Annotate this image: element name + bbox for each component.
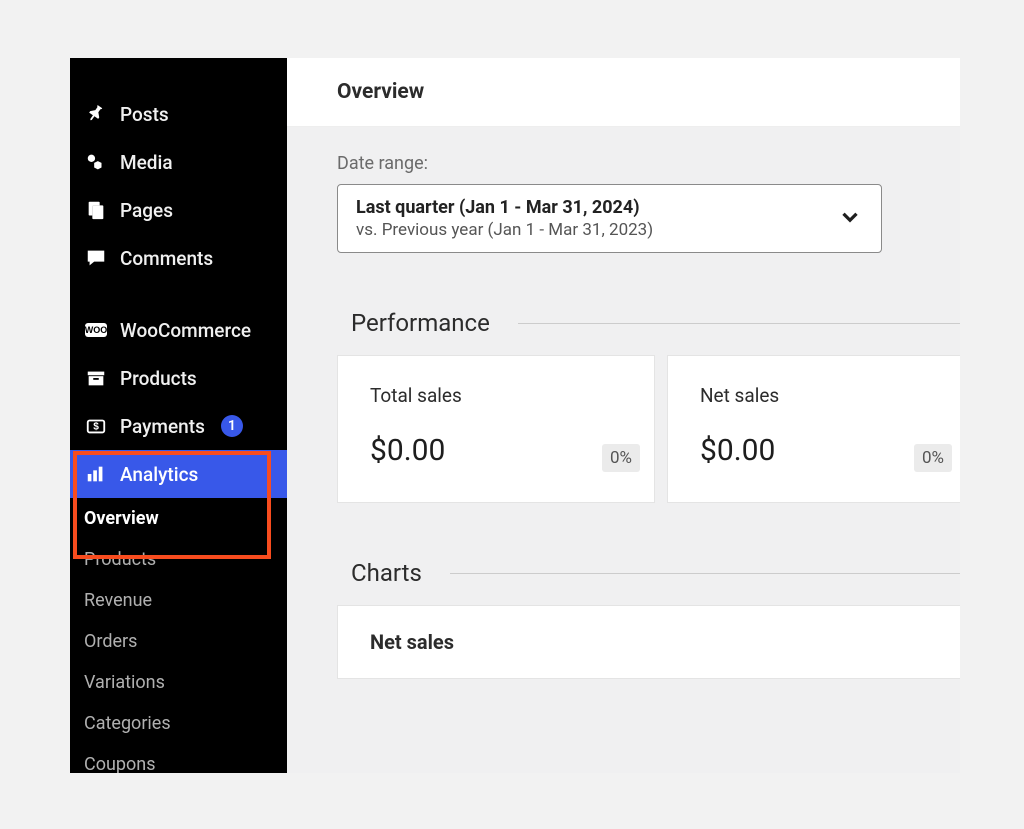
card-net-sales[interactable]: Net sales $0.00 0% <box>667 355 960 503</box>
submenu-item-orders[interactable]: Orders <box>70 621 287 662</box>
date-range-secondary: vs. Previous year (Jan 1 - Mar 31, 2023) <box>356 220 653 240</box>
date-range-select[interactable]: Last quarter (Jan 1 - Mar 31, 2024) vs. … <box>337 184 882 253</box>
chart-title: Net sales <box>370 630 934 654</box>
main-content: Overview Date range: Last quarter (Jan 1… <box>287 58 960 773</box>
submenu-item-coupons[interactable]: Coupons <box>70 744 287 773</box>
sidebar-label: Analytics <box>120 463 198 486</box>
media-icon <box>84 150 108 174</box>
sidebar-label: Media <box>120 151 173 174</box>
sidebar-label: Comments <box>120 247 213 270</box>
sidebar-label: Pages <box>120 199 173 222</box>
card-value: $0.00 <box>370 433 622 468</box>
page-title: Overview <box>337 80 424 104</box>
sidebar-item-comments[interactable]: Comments <box>70 234 287 282</box>
payments-badge: 1 <box>221 415 243 437</box>
card-total-sales[interactable]: Total sales $0.00 0% <box>337 355 655 503</box>
submenu-item-revenue[interactable]: Revenue <box>70 580 287 621</box>
sidebar-label: Posts <box>120 103 169 126</box>
sidebar-item-pages[interactable]: Pages <box>70 186 287 234</box>
sidebar-item-media[interactable]: Media <box>70 138 287 186</box>
performance-section-title: Performance <box>351 309 960 337</box>
card-delta: 0% <box>602 444 640 472</box>
sidebar-label: Products <box>120 367 197 390</box>
analytics-submenu: Overview Products Revenue Orders Variati… <box>70 498 287 773</box>
card-delta: 0% <box>914 444 952 472</box>
analytics-icon <box>84 462 108 486</box>
payments-icon: $ <box>84 414 108 438</box>
chart-card-net-sales[interactable]: Net sales <box>337 605 960 679</box>
pages-icon <box>84 198 108 222</box>
archive-icon <box>84 366 108 390</box>
sidebar-item-payments[interactable]: $ Payments 1 <box>70 402 287 450</box>
card-label: Net sales <box>700 384 934 407</box>
submenu-item-variations[interactable]: Variations <box>70 662 287 703</box>
date-range-label: Date range: <box>337 153 960 174</box>
comment-icon <box>84 246 108 270</box>
sidebar-item-products[interactable]: Products <box>70 354 287 402</box>
card-label: Total sales <box>370 384 622 407</box>
submenu-item-categories[interactable]: Categories <box>70 703 287 744</box>
divider <box>450 573 960 574</box>
page-title-bar: Overview <box>287 58 960 127</box>
woo-icon: WOO <box>84 318 108 342</box>
sidebar-item-woocommerce[interactable]: WOO WooCommerce <box>70 306 287 354</box>
pin-icon <box>84 102 108 126</box>
date-range-text: Last quarter (Jan 1 - Mar 31, 2024) vs. … <box>356 197 653 240</box>
charts-section-title: Charts <box>351 559 960 587</box>
sidebar-item-analytics[interactable]: Analytics <box>70 450 287 498</box>
submenu-item-products[interactable]: Products <box>70 539 287 580</box>
svg-text:WOO: WOO <box>85 325 108 335</box>
submenu-item-overview[interactable]: Overview <box>70 498 287 539</box>
card-value: $0.00 <box>700 433 934 468</box>
admin-sidebar: Posts Media Pages Comments WOO WooCommer… <box>70 58 287 773</box>
divider <box>518 323 960 324</box>
sidebar-label: Payments <box>120 415 205 438</box>
svg-text:$: $ <box>93 422 99 433</box>
performance-cards: Total sales $0.00 0% Net sales $0.00 0% <box>337 355 960 503</box>
sidebar-item-posts[interactable]: Posts <box>70 90 287 138</box>
chevron-down-icon <box>837 204 863 234</box>
app-window: Posts Media Pages Comments WOO WooCommer… <box>70 58 960 773</box>
sidebar-label: WooCommerce <box>120 319 251 342</box>
content-area: Date range: Last quarter (Jan 1 - Mar 31… <box>287 127 960 679</box>
date-range-primary: Last quarter (Jan 1 - Mar 31, 2024) <box>356 197 653 218</box>
